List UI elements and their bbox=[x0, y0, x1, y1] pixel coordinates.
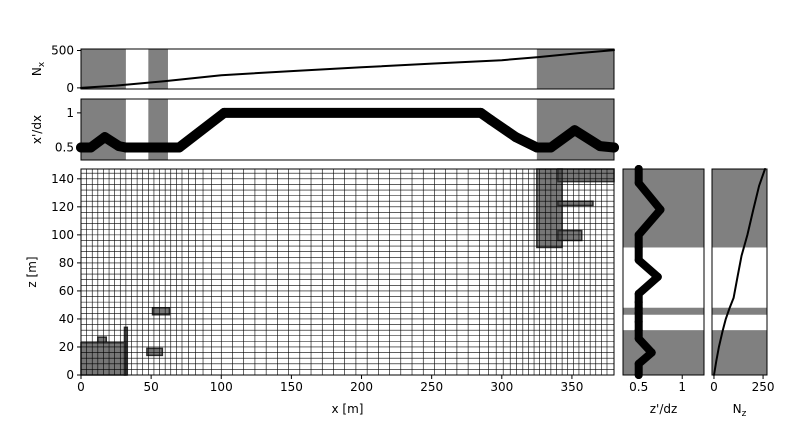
data-point bbox=[85, 142, 96, 153]
data-point bbox=[531, 142, 542, 153]
nx-panel: 0 500 Nx bbox=[30, 43, 615, 95]
shaded-region bbox=[712, 307, 767, 315]
data-point bbox=[634, 179, 643, 188]
building-block bbox=[151, 306, 171, 316]
x-tick-label: 200 bbox=[350, 380, 373, 394]
data-point bbox=[143, 142, 154, 153]
shaded-region bbox=[536, 49, 614, 89]
x-tick-label: 0 bbox=[77, 380, 85, 394]
building-block bbox=[557, 229, 583, 242]
y-tick-label: 20 bbox=[59, 340, 74, 354]
data-point bbox=[656, 205, 665, 214]
data-point bbox=[634, 303, 643, 312]
data-point bbox=[647, 348, 656, 357]
data-point bbox=[634, 256, 643, 265]
building-block bbox=[146, 347, 164, 357]
data-point bbox=[634, 243, 643, 252]
axes-frame bbox=[80, 98, 615, 161]
data-point bbox=[475, 107, 486, 118]
data-point bbox=[634, 359, 643, 368]
y-tick-label: 0 bbox=[66, 368, 74, 382]
y-tick-label: 140 bbox=[51, 172, 74, 186]
series-line bbox=[713, 168, 766, 376]
series-line bbox=[80, 49, 615, 89]
data-point bbox=[99, 132, 110, 143]
shaded-region bbox=[148, 49, 168, 89]
x-tick-label: 100 bbox=[210, 380, 233, 394]
x-axis-label: Nz bbox=[733, 402, 747, 419]
data-point bbox=[634, 298, 643, 307]
axes-frame bbox=[80, 48, 615, 90]
y-tick-label: 40 bbox=[59, 312, 74, 326]
y-tick-label: 100 bbox=[51, 228, 74, 242]
building-block bbox=[557, 200, 594, 207]
y-tick-label: 500 bbox=[51, 43, 74, 57]
y-tick-label: 0 bbox=[66, 81, 74, 95]
x-tick-label: 300 bbox=[490, 380, 513, 394]
data-point bbox=[174, 142, 185, 153]
x-tick-label: 50 bbox=[143, 380, 158, 394]
data-point bbox=[653, 272, 662, 281]
axes-frame bbox=[80, 168, 615, 376]
data-point bbox=[569, 125, 580, 136]
x-tick-label: 0 bbox=[710, 380, 718, 394]
data-point bbox=[634, 309, 643, 318]
dx-panel: 0.5 1 x'/dx bbox=[30, 98, 619, 161]
shaded-region bbox=[623, 307, 704, 315]
building-block bbox=[557, 168, 615, 183]
y-tick-label: 80 bbox=[59, 256, 74, 270]
data-point bbox=[634, 326, 643, 335]
nz-panel: 0 250 Nz bbox=[710, 168, 775, 419]
building-block bbox=[97, 336, 107, 344]
data-point bbox=[120, 142, 131, 153]
axes-frame bbox=[711, 168, 768, 376]
shaded-region bbox=[712, 169, 767, 248]
x-tick-label: 350 bbox=[560, 380, 583, 394]
data-point bbox=[485, 114, 496, 125]
data-point bbox=[634, 317, 643, 326]
shaded-region bbox=[81, 49, 126, 89]
dz-panel: 0.5 1z'/dz bbox=[622, 165, 705, 416]
axes-frame bbox=[622, 168, 705, 376]
x-tick-label: 250 bbox=[752, 380, 775, 394]
data-point bbox=[594, 141, 605, 152]
x-tick-label: 1 bbox=[678, 380, 686, 394]
x-tick-label: 0.5 bbox=[629, 380, 648, 394]
x-tick-label: 250 bbox=[420, 380, 443, 394]
x-axis-label: z'/dz bbox=[650, 402, 678, 416]
data-point bbox=[510, 132, 521, 143]
y-tick-label: 120 bbox=[51, 200, 74, 214]
x-tick-label: 150 bbox=[280, 380, 303, 394]
data-point bbox=[545, 142, 556, 153]
y-tick-label: 0.5 bbox=[55, 141, 74, 155]
data-point bbox=[162, 142, 173, 153]
y-tick-label: 1 bbox=[66, 106, 74, 120]
y-tick-label: 60 bbox=[59, 284, 74, 298]
x-axis-label: x [m] bbox=[332, 402, 364, 416]
data-point bbox=[634, 289, 643, 298]
y-axis-label: z [m] bbox=[25, 256, 39, 287]
y-axis-label: Nx bbox=[30, 61, 47, 76]
grid-panel: 0 50 100 150 200 250 300 350 0 20 40 60 80 100 120 140 z… bbox=[25, 168, 615, 416]
data-point bbox=[634, 334, 643, 343]
data-point bbox=[634, 230, 643, 239]
data-point bbox=[219, 107, 230, 118]
y-axis-label: x'/dx bbox=[30, 115, 44, 144]
